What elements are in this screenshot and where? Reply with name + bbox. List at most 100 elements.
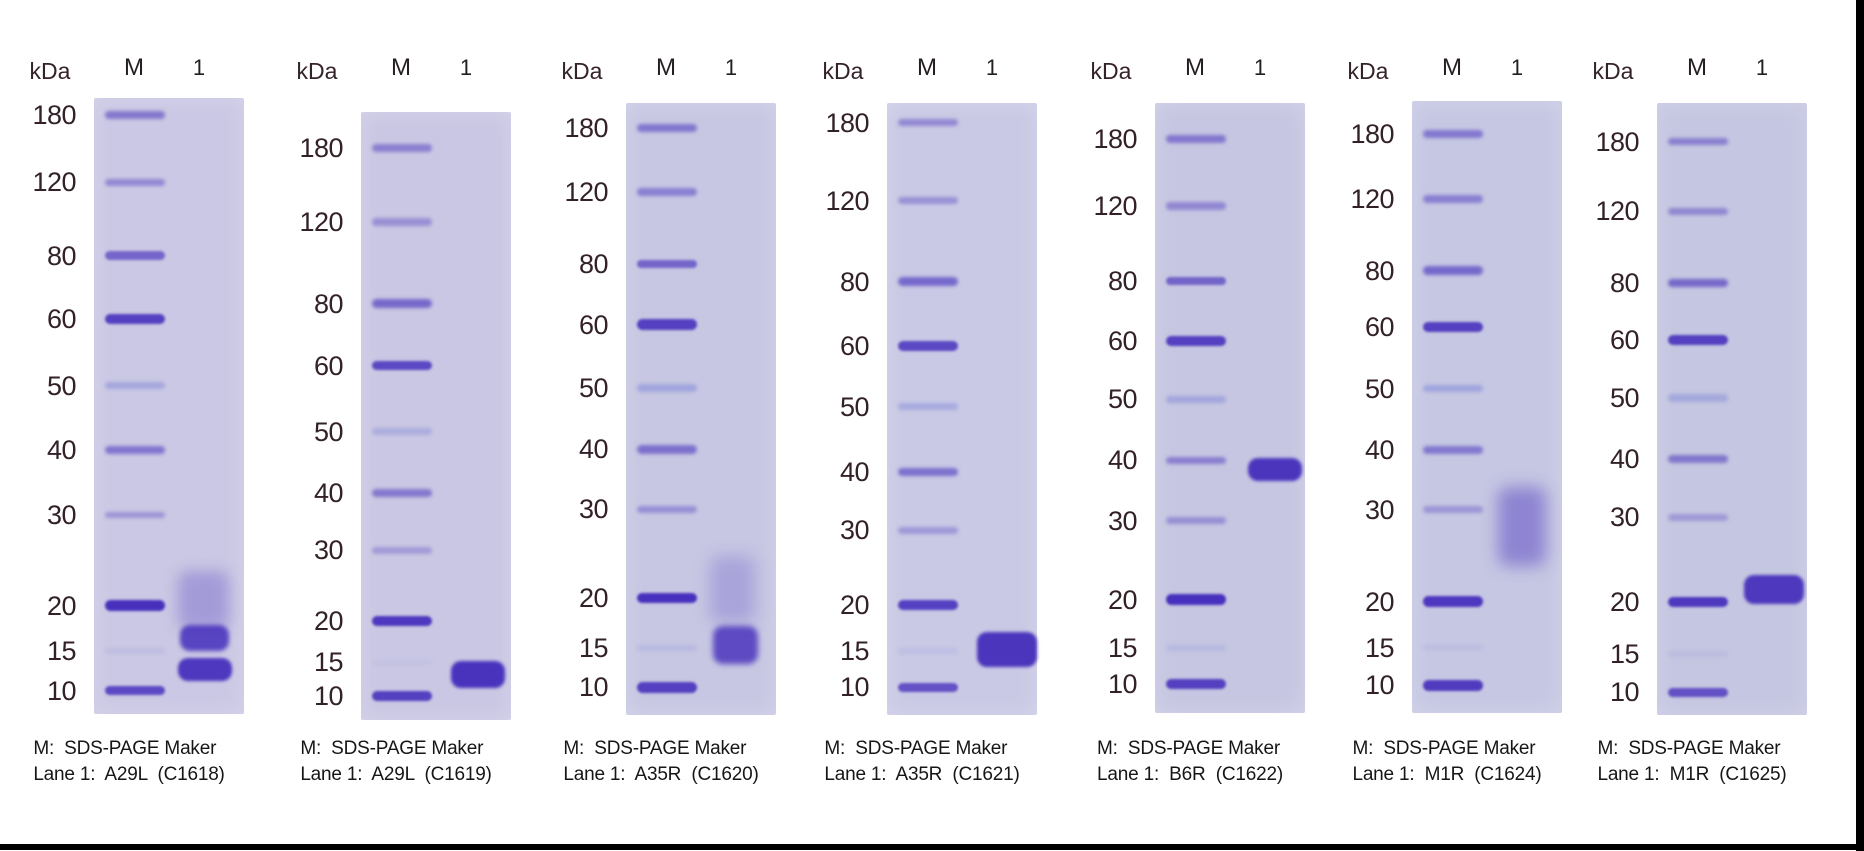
marker-band-50kda [371,428,432,436]
kda-ladder-label: 15 [1364,632,1395,663]
marker-band-30kda [104,511,165,519]
kda-ladder-label: 20 [839,589,870,620]
kda-ladder-label: 30 [46,500,77,531]
kda-ladder-label: 40 [46,434,77,465]
panel-caption-text: M: SDS-PAGE Maker Lane 1: A35R (C1621) [824,736,1019,788]
marker-band-15kda [104,648,165,655]
right-frame-bar [1856,0,1864,851]
kda-ladder-label: 15 [313,647,344,678]
sample-band [1744,575,1804,604]
marker-band-60kda [897,341,958,351]
marker-band-50kda [1667,394,1728,402]
kda-ladder-label: 50 [839,391,870,422]
marker-band-50kda [104,382,165,390]
marker-band-15kda [1667,651,1728,657]
marker-band-80kda [1165,276,1226,286]
marker-band-80kda [371,299,432,308]
marker-band-20kda [104,600,165,611]
kda-ladder-label: 80 [1609,267,1640,298]
kda-ladder-label: 30 [1107,505,1138,536]
marker-band-50kda [636,384,697,392]
panel-caption: M: SDS-PAGE Maker Lane 1: M1R (C1624) [1332,736,1562,788]
marker-lane-label: M [1442,54,1462,81]
marker-band-180kda [897,118,958,127]
marker-lane-label: M [124,54,144,81]
kda-ladder-label: 60 [1107,325,1138,356]
marker-band-120kda [897,197,958,205]
gel-panel: kDa M 1 180 120 80 60 50 40 30 20 15 10 M: SDS-PAGE M… [1075,0,1305,851]
sample-lane-label: 1 [1510,55,1524,80]
kda-ladder-label: 80 [839,266,870,297]
bottom-frame-bar [0,844,1864,850]
sample-band [178,570,229,630]
kda-ladder-label: 10 [1609,677,1640,708]
panel-caption-text: M: SDS-PAGE Maker Lane 1: M1R (C1625) [1597,736,1786,788]
kda-ladder-label: 120 [564,176,608,207]
kda-ladder-label: 180 [32,100,76,131]
marker-band-20kda [897,599,958,610]
kda-ladder-label: 120 [32,167,76,198]
marker-band-180kda [1667,137,1728,146]
kda-ladder-label: 15 [1609,638,1640,669]
marker-band-40kda [1422,445,1483,454]
kda-ladder-label: 60 [1364,312,1395,343]
marker-band-20kda [1667,596,1728,607]
marker-band-80kda [636,259,697,269]
kda-ladder-label: 80 [1364,255,1395,286]
kda-ladder-label: 80 [46,240,77,271]
kda-ladder-label: 30 [1364,494,1395,525]
marker-lane-label: M [1185,54,1205,81]
kda-unit-label: kDa [29,58,71,84]
marker-band-10kda [1165,678,1226,689]
marker-band-10kda [897,682,958,693]
gel-strip [626,103,776,715]
kda-ladder-label: 120 [1350,183,1394,214]
marker-band-80kda [897,277,958,286]
kda-ladder-label: 120 [1093,191,1137,222]
sample-band [178,657,232,682]
marker-band-60kda [1165,335,1226,346]
kda-ladder-label: 60 [1609,325,1640,356]
kda-unit-label: kDa [1592,58,1634,84]
kda-ladder-label: 20 [46,590,77,621]
marker-band-10kda [104,685,165,696]
panel-caption: M: SDS-PAGE Maker Lane 1: M1R (C1625) [1577,736,1807,788]
kda-ladder-label: 10 [839,672,870,703]
marker-band-10kda [371,691,432,702]
kda-ladder-label: 80 [313,288,344,319]
marker-band-15kda [371,659,432,665]
kda-ladder-label: 15 [578,632,609,663]
kda-ladder-label: 20 [578,583,609,614]
caption-sample-line: Lane 1: M1R (C1624) [1352,764,1542,785]
caption-marker-line: M: SDS-PAGE Maker [824,738,1008,759]
gel-strip [887,103,1037,715]
sample-band [710,555,755,624]
marker-band-40kda [371,488,432,497]
marker-band-120kda [371,218,432,226]
caption-marker-line: M: SDS-PAGE Maker [1597,738,1781,759]
marker-band-80kda [1667,278,1728,288]
sample-lane-label: 1 [1755,55,1769,80]
sample-band [713,625,758,664]
marker-band-60kda [1667,335,1728,346]
kda-ladder-label: 10 [313,681,344,712]
sample-lane-label: 1 [724,55,738,80]
gel-panel: kDa M 1 180 120 80 60 50 40 30 20 15 10 M: SDS-PAGE M… [546,0,776,851]
panel-caption-text: M: SDS-PAGE Maker Lane 1: A29L (C1618) [33,736,225,788]
panel-caption: M: SDS-PAGE Maker Lane 1: A35R (C1620) [546,736,776,788]
marker-band-10kda [1422,680,1483,691]
marker-band-15kda [636,644,697,651]
marker-band-30kda [636,505,697,513]
caption-sample-line: Lane 1: A29L (C1618) [33,764,225,785]
marker-band-180kda [1422,130,1483,139]
kda-ladder-label: 15 [1107,632,1138,663]
kda-ladder-label: 20 [1107,584,1138,615]
marker-band-20kda [371,615,432,627]
kda-ladder-label: 50 [313,416,344,447]
sample-lane-label: 1 [1253,55,1267,80]
kda-unit-label: kDa [561,58,603,84]
caption-sample-line: Lane 1: A35R (C1621) [824,764,1020,785]
kda-ladder-label: 180 [1595,126,1639,157]
kda-ladder-label: 60 [578,309,609,340]
marker-band-180kda [104,111,165,120]
